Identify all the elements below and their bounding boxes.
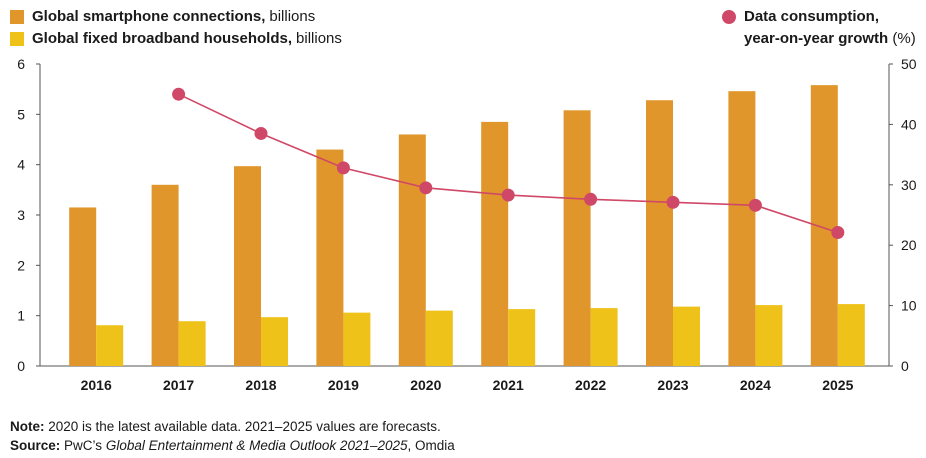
y-left-tick-label: 0 (17, 358, 25, 374)
bar-smartphone (151, 184, 179, 366)
bar-broadband (837, 304, 865, 366)
point-data-consumption (666, 195, 680, 209)
point-data-consumption (501, 188, 515, 202)
legend-data-line2-unit: (%) (892, 30, 916, 47)
bar-smartphone (563, 110, 591, 366)
bar-broadband (755, 305, 783, 366)
y-right-tick-label: 20 (901, 237, 917, 253)
x-tick-label: 2016 (81, 377, 112, 393)
x-tick-label: 2023 (657, 377, 688, 393)
legend-broadband-bold: Global fixed broadband households, (32, 30, 293, 47)
source-post: , Omdia (407, 438, 455, 453)
legend-item-broadband: Global fixed broadband households, billi… (10, 28, 342, 50)
y-left-tick-label: 2 (17, 257, 25, 273)
point-data-consumption (254, 126, 268, 140)
bar-broadband (96, 325, 124, 366)
y-left-tick-label: 4 (17, 157, 25, 173)
source-pre: PwC’s (64, 438, 103, 453)
y-left-tick-label: 1 (17, 308, 25, 324)
footnotes: Note: 2020 is the latest available data.… (10, 417, 455, 455)
bar-smartphone (481, 121, 509, 366)
note-line: Note: 2020 is the latest available data.… (10, 417, 455, 436)
bar-broadband (425, 310, 453, 366)
y-left-tick-label: 6 (17, 56, 25, 72)
x-tick-label: 2022 (575, 377, 606, 393)
legend-data-line2-bold: year-on-year growth (744, 30, 889, 47)
bar-smartphone (316, 149, 344, 366)
x-tick-label: 2018 (245, 377, 276, 393)
bar-smartphone (728, 91, 756, 367)
bar-smartphone (69, 207, 97, 366)
bar-smartphone (646, 100, 673, 367)
x-tick-label: 2020 (410, 377, 441, 393)
bar-broadband (673, 306, 700, 366)
point-data-consumption (584, 192, 598, 206)
bar-smartphone (234, 166, 261, 366)
point-data-consumption (336, 161, 350, 175)
legend-bars: Global smartphone connections, billions … (10, 6, 342, 50)
x-tick-label: 2025 (822, 377, 853, 393)
bar-broadband (178, 321, 206, 366)
bar-smartphone (398, 134, 426, 366)
bar-broadband (261, 317, 288, 366)
y-right-tick-label: 30 (901, 177, 917, 193)
x-tick-label: 2021 (493, 377, 524, 393)
legend-broadband-unit: billions (296, 30, 342, 47)
source-label: Source: (10, 438, 61, 453)
point-data-consumption (419, 181, 433, 195)
bar-broadband (590, 308, 618, 366)
legend-smartphone-unit: billions (269, 8, 316, 25)
x-tick-label: 2017 (163, 377, 194, 393)
point-data-consumption (172, 87, 186, 101)
legend-marker-data (722, 10, 736, 24)
y-right-tick-label: 0 (901, 358, 909, 374)
legend-item-smartphone: Global smartphone connections, billions (10, 6, 342, 28)
source-line: Source: PwC’s Global Entertainment & Med… (10, 436, 455, 455)
y-left-tick-label: 3 (17, 207, 25, 223)
y-right-tick-label: 10 (901, 298, 917, 314)
bar-broadband (508, 309, 536, 366)
note-label: Note: (10, 419, 45, 434)
x-tick-label: 2019 (328, 377, 359, 393)
y-right-tick-label: 50 (901, 56, 917, 72)
x-tick-label: 2024 (740, 377, 771, 393)
legend-data-line1: Data consumption, (744, 8, 880, 25)
legend-line: Data consumption, year-on-year growth (%… (720, 6, 916, 50)
bar-broadband (343, 312, 371, 366)
y-right-tick-label: 40 (901, 116, 917, 132)
point-data-consumption (748, 198, 762, 212)
y-left-tick-label: 5 (17, 106, 25, 122)
source-title: Global Entertainment & Media Outlook 202… (105, 438, 408, 453)
legend-swatch-smartphone (10, 10, 24, 24)
legend-smartphone-bold: Global smartphone connections, (32, 8, 266, 25)
legend-swatch-broadband (10, 32, 24, 46)
point-data-consumption (831, 226, 845, 240)
note-text: 2020 is the latest available data. 2021–… (48, 419, 441, 434)
